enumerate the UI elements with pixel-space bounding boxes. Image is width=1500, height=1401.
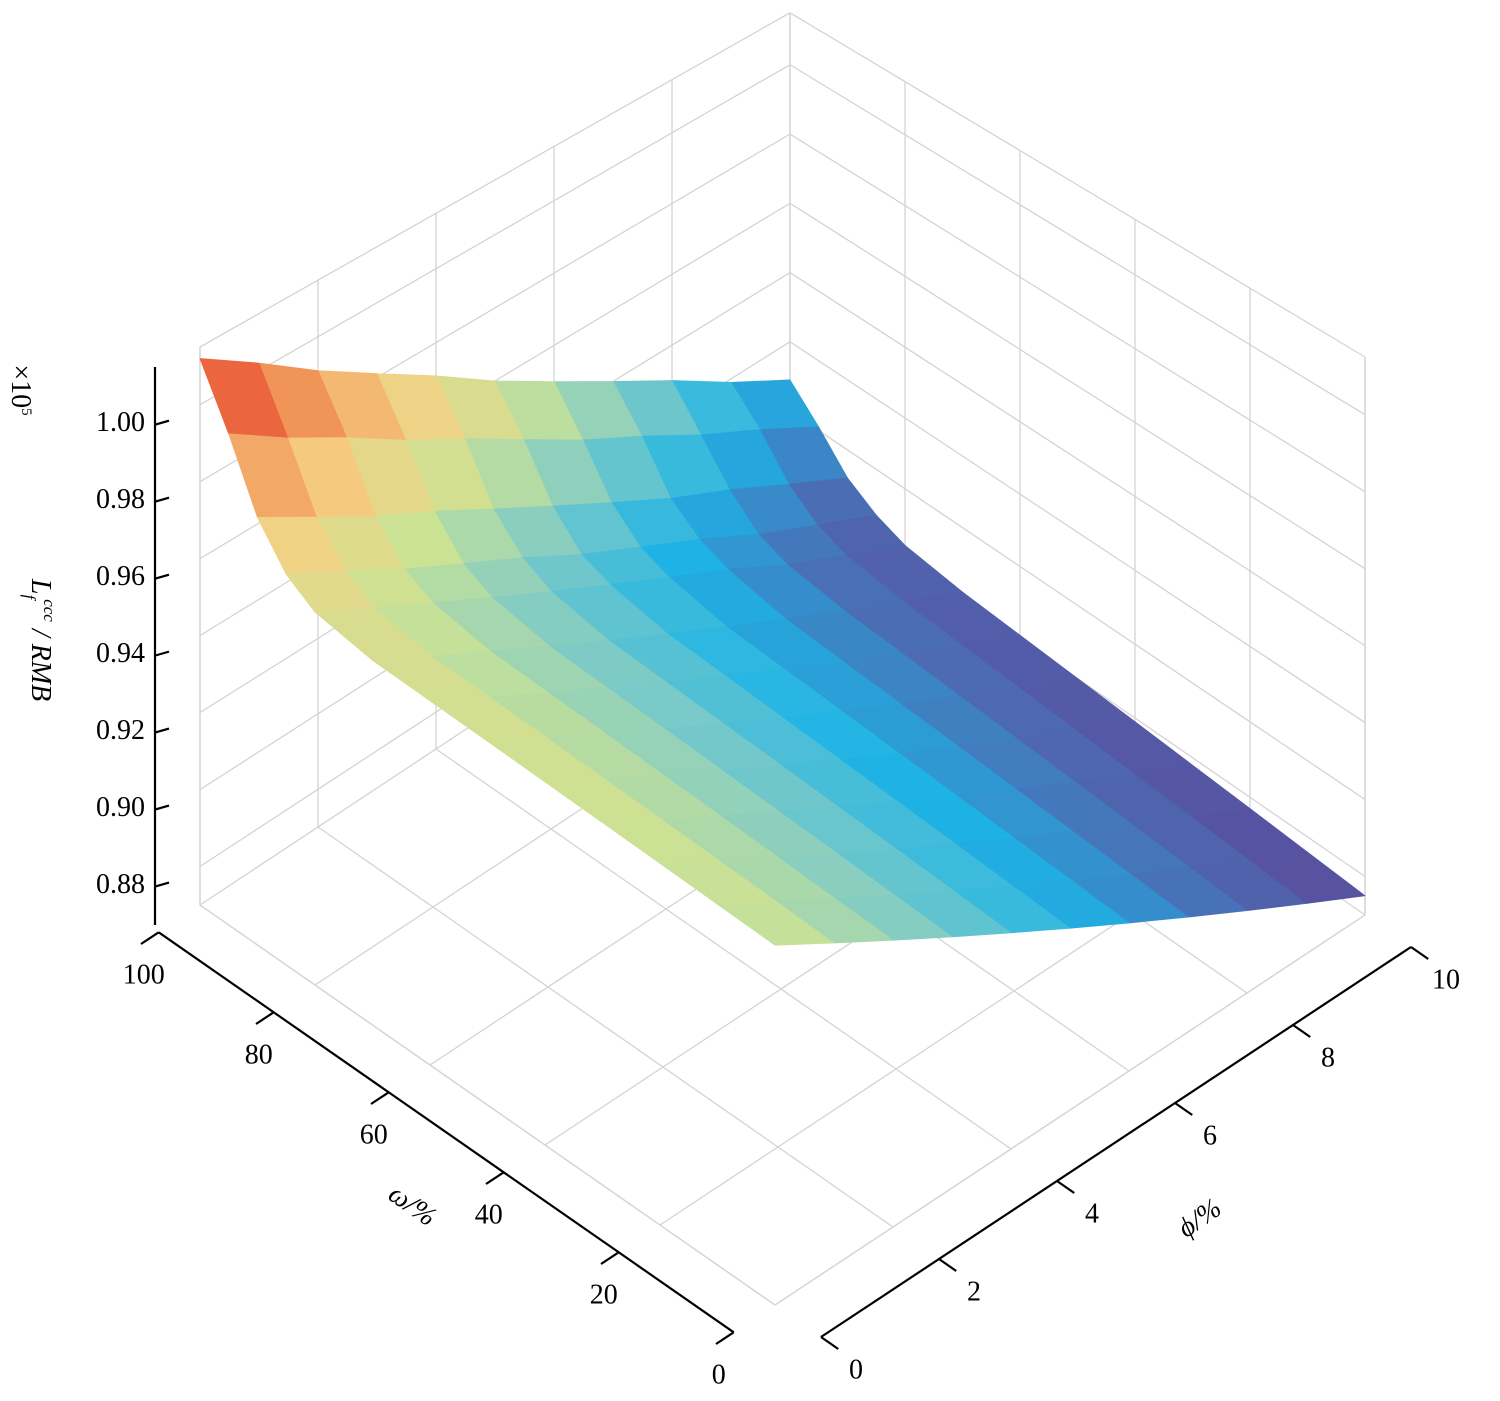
phi-tick-label: 4: [1085, 1198, 1099, 1229]
z-label-sup: ccc: [40, 599, 59, 622]
omega-tick: [140, 931, 160, 945]
z-label-unit: / RMB: [25, 622, 56, 701]
wall-grid-line: [789, 133, 1366, 493]
wall-grid-line: [199, 64, 791, 406]
z-tick: [154, 496, 170, 503]
phi-tick: [1056, 1180, 1075, 1194]
phi-tick: [1292, 1024, 1311, 1038]
phi-tick-label: 2: [967, 1276, 981, 1307]
box-edge: [774, 914, 1366, 1306]
z-label-symbol: L: [25, 578, 56, 595]
omega-tick: [600, 1251, 620, 1265]
floor-grid-line: [435, 748, 1012, 1150]
z-tick-label: 0.94: [96, 638, 145, 669]
z-label-sub: f: [20, 594, 39, 601]
z-tick-label: 1.00: [96, 407, 145, 438]
phi-tick-label: 6: [1203, 1120, 1217, 1151]
z-tick: [154, 881, 170, 888]
phi-tick: [1410, 946, 1429, 960]
omega-tick: [370, 1091, 390, 1105]
z-tick: [154, 804, 170, 811]
omega-tick-label: 40: [475, 1200, 503, 1231]
z-tick: [154, 727, 170, 734]
z-scale-exponent: 5: [18, 408, 34, 416]
phi-tick-label: 10: [1432, 964, 1460, 995]
phi-tick: [820, 1336, 839, 1350]
box-edge: [199, 904, 776, 1306]
z-tick: [154, 650, 170, 657]
z-tick-label: 0.88: [96, 869, 145, 900]
floor-grid-line: [317, 826, 894, 1228]
z-tick-label: 0.92: [96, 715, 145, 746]
wall-grid-line: [789, 410, 1366, 801]
omega-tick: [255, 1011, 275, 1025]
omega-tick: [485, 1171, 505, 1185]
phi-tick: [1174, 1102, 1193, 1116]
box-edge: [199, 12, 791, 348]
z-tick-label: 0.96: [96, 561, 145, 592]
z-tick-label: 0.98: [96, 484, 145, 515]
omega-tick-label: 20: [590, 1280, 618, 1311]
omega-tick-label: 60: [360, 1120, 388, 1151]
omega-axis: [158, 931, 735, 1334]
phi-axis: [820, 946, 1412, 1338]
z-scale-label: ×105: [5, 364, 36, 415]
surface-patch: [717, 901, 835, 946]
omega-tick-label: 0: [712, 1360, 726, 1391]
omega-tick-label: 100: [123, 960, 165, 991]
wall-grid-line: [789, 64, 1366, 416]
wall-grid-line: [789, 272, 1366, 647]
omega-tick: [715, 1331, 735, 1345]
z-tick-label: 0.90: [96, 792, 145, 823]
phi-tick-label: 0: [849, 1354, 863, 1385]
omega-tick-label: 80: [245, 1040, 273, 1071]
wall-grid-line: [789, 202, 1366, 570]
box-edge: [789, 12, 1366, 358]
z-tick: [154, 573, 170, 580]
z-tick: [154, 419, 170, 426]
phi-tick-label: 8: [1321, 1042, 1335, 1073]
z-axis-label: Lfccc / RMB: [20, 578, 59, 701]
wall-grid-line: [789, 341, 1366, 724]
phi-tick: [938, 1258, 957, 1272]
z-scale-base: ×10: [5, 364, 36, 408]
